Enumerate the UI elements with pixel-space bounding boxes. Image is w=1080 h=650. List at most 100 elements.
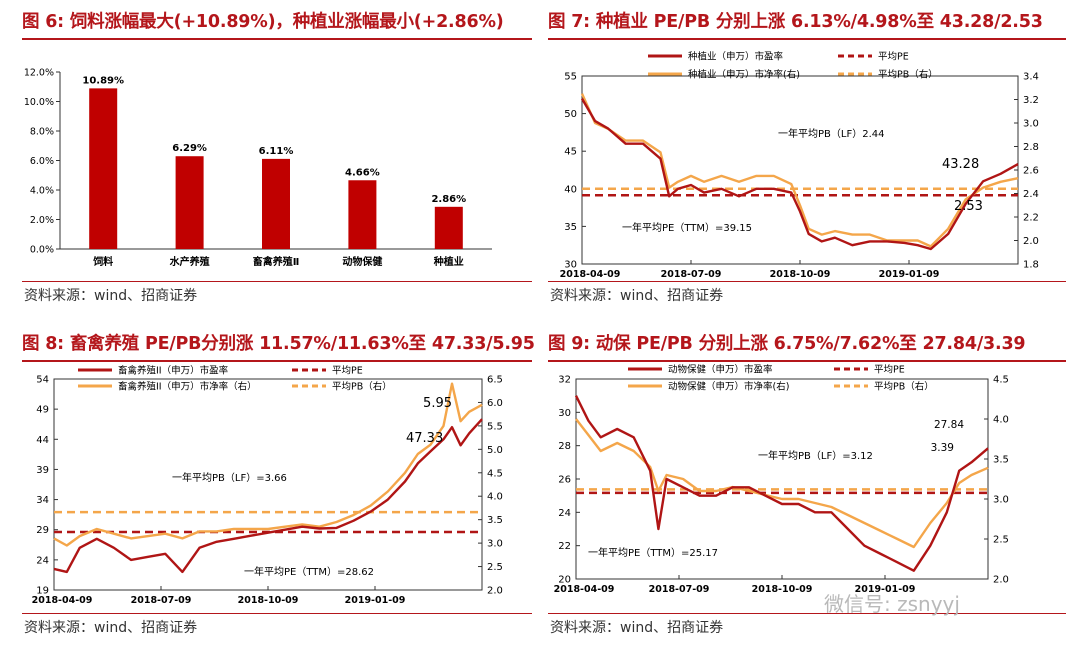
panel-title: 图 7: 种植业 PE/PB 分别上涨 6.13%/4.98%至 43.28/2… bbox=[548, 12, 1043, 32]
panel-animal-health-pe-pb: 图 9: 动保 PE/PB 分别上涨 6.75%/7.62%至 27.84/3.… bbox=[548, 330, 1066, 642]
pe-pb-line-chart: 30 35 40 45 50 55 1.8 2.0 2.2 2.4 2.6 2.8 3.0 3.2 3.4 2… bbox=[560, 51, 1039, 281]
legend-label: 动物保健（申万）市盈率 bbox=[668, 364, 773, 376]
left-y-tick-label: 30 bbox=[558, 408, 571, 419]
right-y-tick-label: 4.5 bbox=[487, 468, 503, 479]
right-y-tick-label: 2.6 bbox=[1023, 166, 1039, 177]
right-y-tick-label: 3.0 bbox=[1023, 119, 1039, 130]
legend-label: 种植业（申万）市净率(右) bbox=[688, 69, 800, 81]
right-y-tick-label: 2.0 bbox=[487, 586, 503, 597]
legend-label: 种植业（申万）市盈率 bbox=[688, 51, 784, 63]
legend-label: 平均PE bbox=[874, 364, 905, 376]
right-y-tick-label: 2.0 bbox=[993, 575, 1009, 586]
title-rule bbox=[22, 360, 532, 362]
legend-label: 平均PE bbox=[878, 51, 909, 63]
x-tick-label: 2018-04-09 bbox=[560, 269, 621, 280]
left-y-tick-label: 45 bbox=[564, 147, 577, 158]
category-label: 畜禽养殖Ⅱ bbox=[253, 255, 300, 268]
bar bbox=[175, 156, 204, 249]
title-rule bbox=[548, 38, 1066, 40]
pe-series-line bbox=[53, 418, 483, 574]
x-tick-label: 2018-10-09 bbox=[752, 584, 813, 595]
pe-end-value: 43.28 bbox=[942, 157, 979, 172]
right-y-tick-label: 3.0 bbox=[993, 495, 1009, 506]
panel-title: 图 9: 动保 PE/PB 分别上涨 6.75%/7.62%至 27.84/3.… bbox=[548, 334, 1026, 354]
legend-label: 平均PB（右） bbox=[332, 381, 392, 393]
x-tick-label: 2019-01-09 bbox=[855, 584, 916, 595]
right-y-tick-label: 6.0 bbox=[487, 398, 503, 409]
left-y-tick-label: 40 bbox=[564, 184, 577, 195]
source-note: 资料来源：wind、招商证券 bbox=[24, 288, 198, 304]
bar-value-label: 4.66% bbox=[345, 167, 380, 178]
bar-value-label: 6.29% bbox=[172, 143, 207, 154]
right-y-tick-label: 3.5 bbox=[993, 455, 1009, 466]
left-y-tick-label: 44 bbox=[36, 435, 49, 446]
right-y-tick-label: 5.5 bbox=[487, 421, 503, 432]
pb-end-value: 3.39 bbox=[931, 442, 954, 454]
source-rule bbox=[548, 281, 1066, 282]
left-y-tick-label: 24 bbox=[36, 555, 49, 566]
legend-label: 畜禽养殖II（申万）市净率（右） bbox=[118, 381, 257, 393]
legend-label: 动物保健（申万）市净率(右) bbox=[668, 381, 789, 393]
right-y-tick-label: 1.8 bbox=[1023, 260, 1039, 271]
bar bbox=[434, 206, 463, 249]
avg-pb-annotation: 一年平均PB（LF）=3.12 bbox=[758, 449, 873, 462]
y-tick-label: 8.0% bbox=[30, 127, 54, 138]
left-y-tick-label: 39 bbox=[36, 465, 49, 476]
bar bbox=[89, 88, 118, 249]
avg-pe-annotation: 一年平均PE（TTM）=25.17 bbox=[588, 546, 718, 559]
panel-feed-bar-chart: 图 6: 饲料涨幅最大(+10.89%)，种植业涨幅最小(+2.86%) 0.0… bbox=[22, 8, 532, 308]
right-y-tick-label: 4.5 bbox=[993, 375, 1009, 386]
panel-livestock-pe-pb: 图 8: 畜禽养殖 PE/PB分别涨 11.57%/11.63%至 47.33/… bbox=[22, 330, 535, 642]
panel-planting-pe-pb: 图 7: 种植业 PE/PB 分别上涨 6.13%/4.98%至 43.28/2… bbox=[548, 8, 1066, 308]
pb-series-line bbox=[53, 382, 483, 547]
bar-value-label: 6.11% bbox=[259, 146, 294, 157]
pe-end-value: 47.33 bbox=[406, 431, 443, 446]
right-y-tick-label: 2.0 bbox=[1023, 236, 1039, 247]
panel-title: 图 6: 饲料涨幅最大(+10.89%)，种植业涨幅最小(+2.86%) bbox=[22, 12, 504, 32]
x-tick-label: 2018-07-09 bbox=[661, 269, 722, 280]
right-y-tick-label: 2.4 bbox=[1023, 189, 1039, 200]
pb-series-line bbox=[575, 418, 989, 549]
right-y-tick-label: 3.0 bbox=[487, 539, 503, 550]
x-tick-label: 2019-01-09 bbox=[879, 269, 940, 280]
x-tick-label: 2018-10-09 bbox=[770, 269, 831, 280]
pe-pb-line-chart: 20 22 24 26 28 30 32 2.0 2.5 3.0 3.5 4.0 4.5 2018-04-… bbox=[554, 364, 1009, 595]
y-tick-label: 0.0% bbox=[30, 245, 54, 256]
source-rule bbox=[22, 613, 532, 614]
y-tick-label: 4.0% bbox=[30, 186, 54, 197]
avg-pe-annotation: 一年平均PE（TTM）=28.62 bbox=[244, 565, 374, 578]
y-tick-label: 6.0% bbox=[30, 156, 54, 167]
left-y-tick-label: 32 bbox=[558, 375, 571, 386]
pe-series-line bbox=[574, 395, 989, 572]
left-y-tick-label: 24 bbox=[558, 508, 571, 519]
left-y-tick-label: 50 bbox=[564, 109, 577, 120]
left-y-tick-label: 19 bbox=[36, 586, 49, 597]
source-note: 资料来源：wind、招商证券 bbox=[550, 620, 724, 636]
legend-label: 畜禽养殖II（申万）市盈率 bbox=[118, 365, 229, 377]
bar-value-label: 2.86% bbox=[431, 194, 466, 205]
x-tick-label: 2018-10-09 bbox=[238, 595, 299, 606]
pe-end-value: 27.84 bbox=[934, 419, 964, 431]
category-label: 种植业 bbox=[433, 255, 464, 268]
left-y-tick-label: 29 bbox=[36, 525, 49, 536]
right-y-tick-label: 2.8 bbox=[1023, 142, 1039, 153]
title-rule bbox=[22, 38, 532, 40]
avg-pb-annotation: 一年平均PB（LF）=3.66 bbox=[172, 471, 287, 484]
legend-label: 平均PB（右） bbox=[878, 69, 938, 81]
right-y-tick-label: 6.5 bbox=[487, 375, 503, 386]
right-y-tick-label: 2.5 bbox=[487, 562, 503, 573]
plot-frame bbox=[53, 378, 483, 591]
wechat-watermark: 微信号: zsnyyj bbox=[824, 592, 960, 616]
left-y-tick-label: 54 bbox=[36, 375, 49, 386]
pe-series-line bbox=[580, 97, 1019, 251]
y-tick-label: 2.0% bbox=[30, 215, 54, 226]
title-rule bbox=[548, 360, 1066, 362]
x-tick-label: 2018-07-09 bbox=[649, 584, 710, 595]
right-y-tick-label: 2.2 bbox=[1023, 213, 1039, 224]
right-y-tick-label: 3.4 bbox=[1023, 72, 1039, 83]
left-y-tick-label: 49 bbox=[36, 405, 49, 416]
category-label: 饲料 bbox=[92, 255, 113, 268]
right-y-tick-label: 2.5 bbox=[993, 535, 1009, 546]
pb-end-value: 5.95 bbox=[423, 396, 452, 411]
x-tick-label: 2018-07-09 bbox=[131, 595, 192, 606]
